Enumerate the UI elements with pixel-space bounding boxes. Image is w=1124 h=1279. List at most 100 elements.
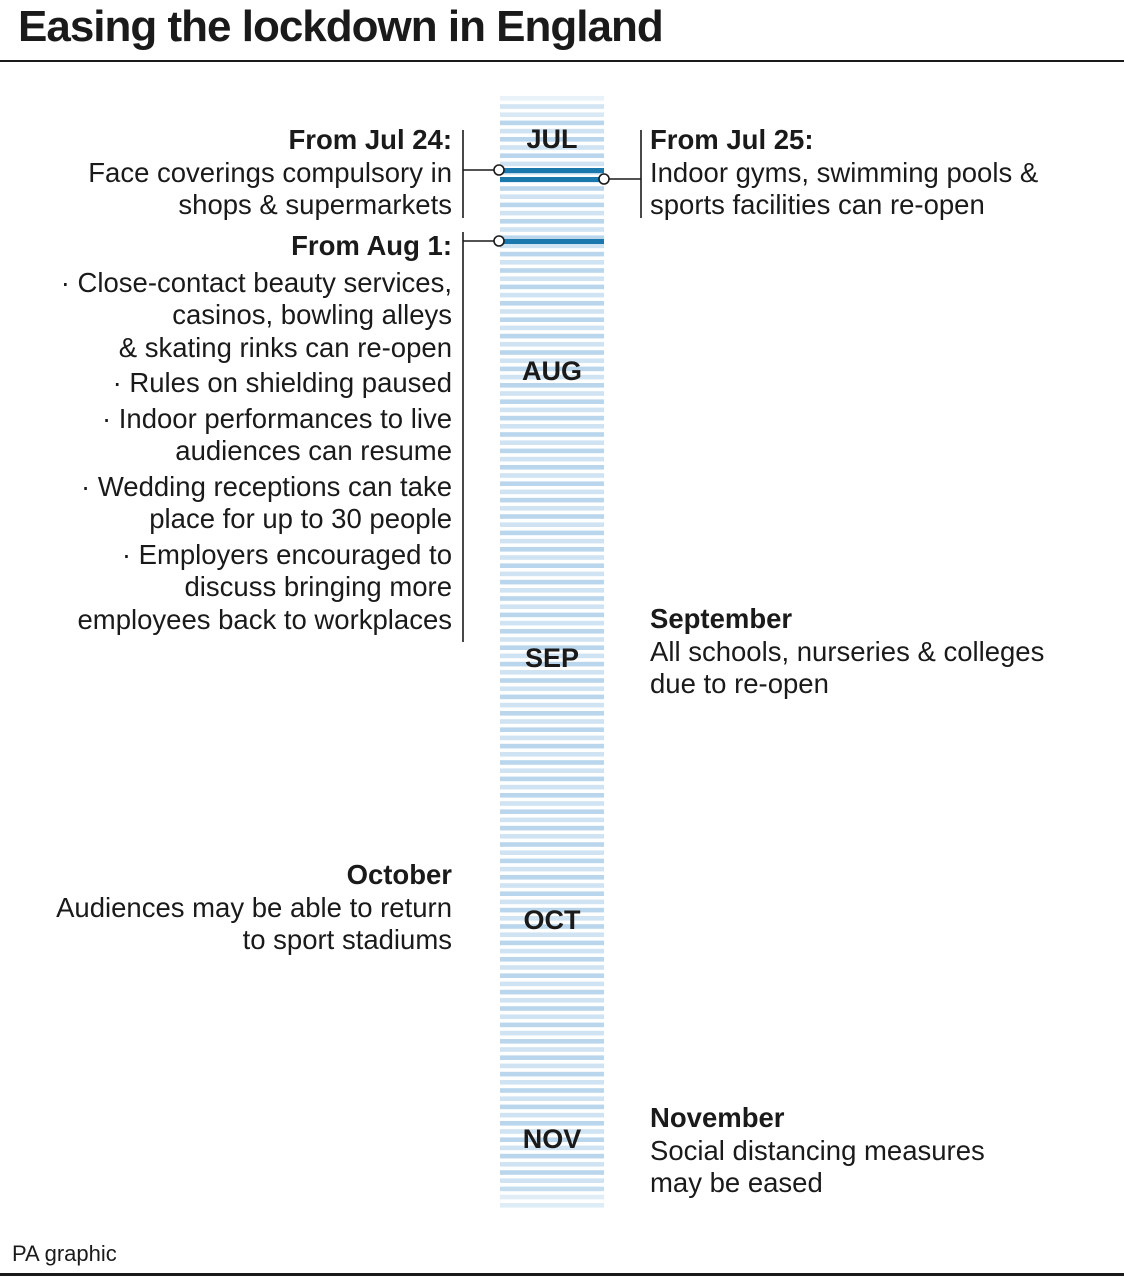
timeline-stripe	[500, 686, 604, 691]
event-aug1: From Aug 1: · Close-contact beauty servi…	[61, 230, 452, 636]
timeline-stripe	[500, 883, 604, 888]
timeline-stripe	[500, 1112, 604, 1118]
timeline-stripe	[500, 998, 604, 1003]
timeline-stripe	[500, 957, 604, 962]
timeline-stripe	[500, 604, 604, 609]
timeline-stripe	[500, 1088, 604, 1093]
timeline-stripe	[500, 120, 604, 126]
timeline-stripe	[500, 768, 604, 773]
timeline-stripe	[500, 358, 604, 363]
event-september-heading: September	[650, 603, 793, 634]
timeline-stripe	[500, 161, 604, 167]
timeline-stripe	[500, 776, 604, 782]
timeline-stripe	[500, 850, 604, 855]
month-label-oct: OCT	[523, 905, 581, 935]
timeline-stripe	[500, 801, 604, 806]
timeline-stripe	[500, 1071, 604, 1077]
page-title: Easing the lockdown in England	[18, 2, 664, 51]
timeline-stripe	[500, 579, 604, 585]
credit: PA graphic	[12, 1241, 117, 1266]
event-jul24: From Jul 24: Face coverings compulsory i…	[88, 124, 452, 222]
event-jul24-heading: From Jul 24:	[288, 124, 452, 155]
timeline-stripe	[500, 1162, 604, 1167]
aug1-bullet: · Indoor performances to live audiences …	[61, 403, 452, 468]
timeline-stripes	[500, 96, 604, 1208]
timeline-stripe	[500, 301, 604, 306]
aug1-bullet-line: audiences can resume	[175, 435, 452, 466]
timeline-stripe	[500, 588, 604, 593]
event-november-heading: November	[650, 1102, 785, 1133]
timeline-stripe	[500, 1153, 604, 1159]
timeline-stripe	[500, 383, 604, 388]
timeline-stripe	[500, 899, 604, 905]
event-marker-jul24	[500, 168, 604, 173]
timeline-stripe	[500, 1145, 604, 1151]
timeline-stripe	[500, 1022, 604, 1028]
timeline-stripe	[500, 907, 604, 913]
timeline-stripe	[500, 350, 604, 355]
timeline-stripe	[500, 989, 604, 995]
timeline-stripe	[500, 1170, 604, 1175]
timeline-stripe	[500, 563, 604, 568]
timeline-stripe	[500, 702, 604, 708]
timeline-stripe	[500, 325, 604, 331]
timeline-stripe	[500, 735, 604, 741]
timeline-stripe	[500, 260, 604, 265]
timeline-stripe	[500, 1006, 604, 1011]
event-jul25-heading: From Jul 25:	[650, 124, 814, 155]
connector-aug1-dot	[493, 235, 505, 247]
timeline-stripe	[500, 210, 604, 216]
event-october: October Audiences may be able to return …	[56, 859, 452, 957]
timeline-stripe	[500, 514, 604, 519]
timeline-stripe	[500, 612, 604, 618]
timeline-stripe	[500, 366, 604, 372]
timeline-stripe	[500, 825, 604, 831]
timeline-stripe	[500, 1104, 604, 1110]
aug1-bullet-line: · Rules on shielding paused	[112, 367, 452, 398]
month-label-jul: JUL	[526, 124, 578, 154]
timeline-stripe	[500, 842, 604, 847]
timeline-stripe	[500, 497, 604, 503]
timeline-stripe	[500, 128, 604, 134]
timeline-stripe	[500, 456, 604, 462]
timeline-stripe	[500, 1129, 604, 1134]
title-divider	[0, 60, 1124, 62]
timeline-stripe	[500, 506, 604, 511]
timeline-stripe	[500, 637, 604, 642]
event-november-line: may be eased	[650, 1167, 823, 1198]
timeline-stripe	[500, 104, 604, 109]
timeline-stripe	[500, 268, 604, 273]
timeline-stripe	[500, 661, 604, 667]
timeline-stripe	[500, 965, 604, 970]
timeline-stripe	[500, 1055, 604, 1060]
timeline-stripe	[500, 407, 604, 413]
timeline-stripe	[500, 440, 604, 445]
timeline-stripe	[500, 153, 604, 158]
timeline-stripe	[500, 678, 604, 683]
timeline-stripe	[500, 555, 604, 560]
timeline-stripe	[500, 1178, 604, 1183]
event-november-line: Social distancing measures	[650, 1134, 985, 1166]
timeline-stripe	[500, 399, 604, 404]
aug1-bullet-line: casinos, bowling alleys	[172, 299, 452, 330]
timeline-stripe	[500, 645, 604, 650]
timeline-stripe	[500, 465, 604, 470]
event-jul25-line: sports facilities can re-open	[650, 189, 985, 220]
timeline-stripe	[500, 924, 604, 929]
timeline-stripe	[500, 202, 604, 208]
event-marker-jul25	[500, 177, 604, 182]
timeline-markers	[500, 168, 604, 244]
event-october-heading: October	[346, 859, 452, 890]
timeline-connectors	[462, 130, 642, 642]
event-jul24-line: shops & supermarkets	[178, 189, 452, 220]
event-jul24-line: Face coverings compulsory in	[88, 156, 452, 188]
timeline-stripe	[500, 793, 604, 798]
event-september-line: due to re-open	[650, 668, 829, 699]
event-marker-aug1	[500, 239, 604, 244]
timeline-stripe	[500, 1194, 604, 1200]
timeline-stripe	[500, 981, 604, 987]
timeline-stripe	[500, 251, 604, 257]
timeline-stripe	[500, 719, 604, 724]
timeline-stripe	[500, 1137, 604, 1142]
